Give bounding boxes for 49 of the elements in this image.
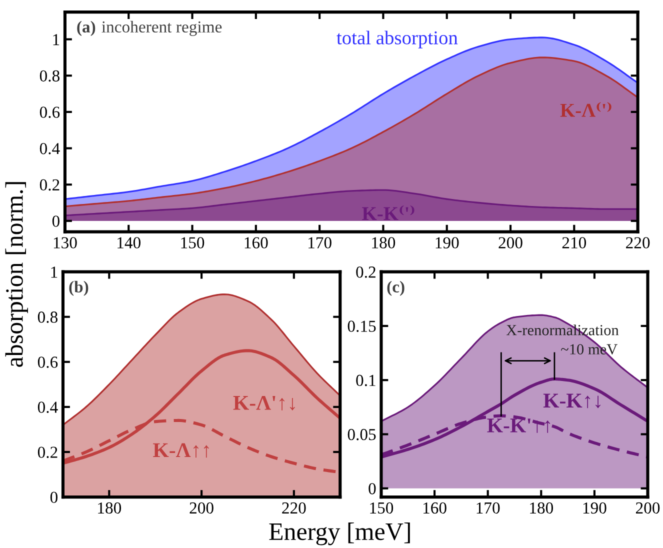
x-tick-label: 170 — [476, 502, 500, 514]
y-tick-label: 0.8 — [40, 70, 60, 82]
x-tick-label: 180 — [530, 502, 554, 514]
y-tick-label: 0.2 — [38, 446, 58, 458]
x-tick-label: 130 — [54, 237, 77, 248]
chart-title: (c) — [387, 280, 404, 296]
y-tick-label: 0.6 — [38, 356, 58, 368]
chart-title: (a) — [77, 20, 96, 36]
series-label: K-K↑↓ — [543, 394, 600, 408]
y-tick-label: 0.1 — [356, 374, 376, 386]
x-tick-label: 190 — [583, 502, 606, 514]
annotation: ~10 meV — [561, 344, 618, 355]
y-tick-label: 0.05 — [348, 428, 376, 440]
x-tick-label: 180 — [372, 237, 396, 248]
y-tick-label: 1 — [53, 34, 60, 46]
x-tick-label: 210 — [562, 237, 586, 248]
y-tick-label: 0 — [368, 483, 376, 494]
chart-subtitle: incoherent regime — [102, 20, 222, 36]
x-tick-label: 150 — [370, 502, 394, 514]
x-tick-label: 190 — [436, 237, 459, 248]
y-tick-label: 0 — [50, 492, 58, 503]
x-tick-label: 200 — [498, 237, 522, 248]
x-tick-label: 220 — [282, 502, 306, 514]
y-axis-title: absorption [norm.] — [5, 182, 28, 367]
x-tick-label: 180 — [98, 502, 122, 514]
x-tick-label: 140 — [118, 237, 140, 248]
y-tick-label: 0 — [52, 216, 60, 227]
series-label: K-K'↑↑ — [487, 418, 550, 433]
series-label: K-Λ⁽'⁾ — [560, 102, 612, 117]
y-tick-label: 0.8 — [38, 312, 58, 323]
x-axis-title: Energy [meV] — [269, 522, 410, 546]
x-tick-label: 160 — [423, 502, 446, 514]
y-tick-label: 0.2 — [40, 179, 60, 191]
y-tick-label: 0.15 — [348, 320, 376, 332]
x-tick-label: 200 — [190, 502, 214, 514]
y-tick-label: 1 — [51, 266, 58, 278]
chart-title: (b) — [69, 280, 88, 296]
x-tick-label: 200 — [636, 502, 660, 514]
y-tick-label: 0.4 — [38, 402, 58, 413]
y-tick-label: 0.2 — [356, 266, 376, 278]
series-label: K-Λ'↑↓ — [233, 396, 295, 410]
x-tick-label: 170 — [308, 237, 332, 248]
y-tick-label: 0.6 — [40, 106, 60, 118]
x-tick-label: 220 — [626, 237, 650, 248]
series-label: K-Λ↑↑ — [153, 443, 209, 458]
x-tick-label: 160 — [244, 237, 268, 248]
series-label: total absorption — [336, 30, 458, 48]
x-tick-label: 150 — [181, 237, 204, 248]
y-tick-label: 0.4 — [40, 142, 60, 154]
